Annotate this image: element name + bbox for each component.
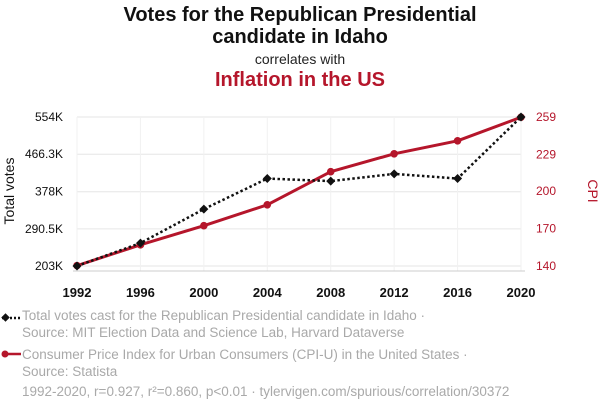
point-votes bbox=[326, 176, 336, 186]
y-left-tick-label: 290.5K bbox=[25, 222, 63, 236]
x-tick-label: 2000 bbox=[189, 285, 218, 300]
point-votes bbox=[199, 204, 209, 214]
point-votes bbox=[516, 112, 526, 122]
point-cpi bbox=[263, 200, 272, 209]
correlates-with-label: correlates with bbox=[254, 51, 346, 67]
x-tick-label: 1996 bbox=[126, 285, 155, 300]
y-right-tick-label: 140 bbox=[536, 259, 556, 273]
chart-subtitle: Inflation in the US bbox=[215, 69, 385, 91]
legend-cpi-line-1: Consumer Price Index for Urban Consumers… bbox=[22, 347, 468, 362]
y-left-tick-label: 554K bbox=[35, 110, 63, 124]
chart-title-line-2: candidate in Idaho bbox=[212, 26, 388, 48]
correlation-footer: 1992-2020, r=0.927, r²=0.860, p<0.01 · t… bbox=[22, 384, 510, 399]
x-tick-label: 2020 bbox=[507, 285, 536, 300]
point-votes bbox=[453, 174, 463, 184]
x-tick-label: 2008 bbox=[316, 285, 345, 300]
point-cpi bbox=[326, 167, 335, 176]
legend-votes-line-1: Total votes cast for the Republican Pres… bbox=[22, 308, 425, 323]
y-axis-left-title: Total votes bbox=[1, 158, 17, 225]
legend-swatch-cpi bbox=[1, 350, 21, 358]
x-tick-label: 1992 bbox=[63, 285, 92, 300]
point-cpi bbox=[453, 136, 462, 145]
chart-title-line-1: Votes for the Republican Presidential bbox=[123, 4, 477, 26]
legend-cpi-line-2: Source: Statista bbox=[22, 364, 118, 379]
x-tick-label: 2004 bbox=[253, 285, 283, 300]
point-cpi bbox=[390, 150, 398, 158]
y-left-tick-label: 466.3K bbox=[25, 147, 63, 161]
legend-votes-line-2: Source: MIT Election Data and Science La… bbox=[22, 325, 405, 340]
legend-swatch-votes bbox=[1, 313, 21, 322]
y-right-tick-label: 229 bbox=[536, 148, 556, 162]
series-line-votes bbox=[76, 116, 522, 268]
y-axis-right-title: CPI bbox=[585, 179, 600, 202]
point-votes bbox=[389, 169, 399, 179]
point-votes bbox=[72, 261, 82, 271]
series-line-cpi bbox=[76, 115, 522, 268]
y-right-tick-label: 259 bbox=[536, 110, 556, 124]
y-left-tick-label: 203K bbox=[35, 259, 63, 273]
x-tick-label: 2016 bbox=[443, 285, 472, 300]
x-tick-label: 2012 bbox=[380, 285, 409, 300]
y-right-tick-label: 170 bbox=[536, 221, 556, 235]
point-votes bbox=[262, 174, 272, 184]
y-right-tick-label: 200 bbox=[536, 184, 556, 198]
y-left-tick-label: 378K bbox=[35, 185, 63, 199]
point-votes bbox=[135, 238, 145, 248]
point-cpi bbox=[200, 221, 208, 230]
